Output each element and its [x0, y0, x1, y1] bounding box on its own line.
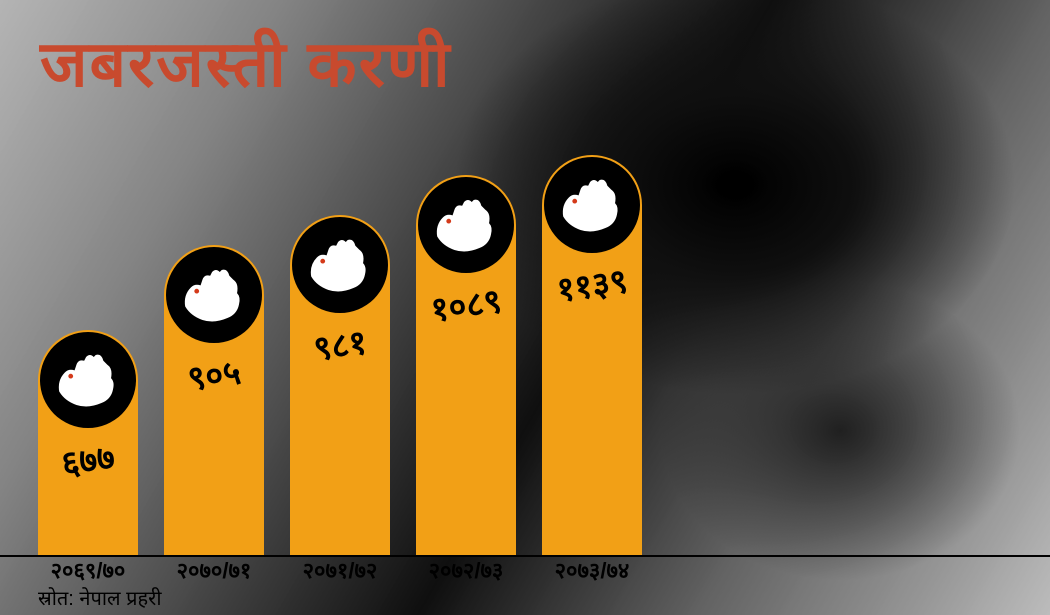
source-caption: स्रोत: नेपाल प्रहरी: [38, 584, 162, 611]
bar: ९८१: [290, 215, 390, 555]
bar: ९०५: [164, 245, 264, 555]
bar: १०८९: [416, 175, 516, 555]
fist-icon: [418, 177, 514, 273]
fist-icon: [40, 332, 136, 428]
chart-title: जबरजस्ती करणी: [40, 18, 452, 105]
bar: ६७७: [38, 330, 138, 555]
bar-value-label: ११३९: [554, 256, 630, 311]
bar-group: ११३९: [542, 155, 642, 555]
bar-group: १०८९: [416, 175, 516, 555]
fist-icon: [292, 217, 388, 313]
fist-icon: [166, 247, 262, 343]
x-axis-labels: २०६९/७० २०७०/७१ २०७१/७२ २०७२/७३ २०७३/७४: [38, 555, 642, 585]
x-axis-label: २०७१/७२: [290, 555, 390, 585]
bar-value-label: ९०५: [185, 348, 244, 401]
bar-value-label: ९८१: [311, 318, 370, 371]
bar: ११३९: [542, 155, 642, 555]
bar-value-label: ६७७: [59, 433, 118, 486]
bar-group: ९८१: [290, 215, 390, 555]
bar-group: ९०५: [164, 245, 264, 555]
x-axis-label: २०७०/७१: [164, 555, 264, 585]
bar-group: ६७७: [38, 330, 138, 555]
x-axis-label: २०६९/७०: [38, 555, 138, 585]
bar-value-label: १०८९: [428, 276, 504, 331]
x-axis-label: २०७२/७३: [416, 555, 516, 585]
bar-chart: ६७७ ९०५ ९८१ १०८९: [38, 155, 642, 555]
fist-icon: [544, 157, 640, 253]
x-axis-label: २०७३/७४: [542, 555, 642, 585]
